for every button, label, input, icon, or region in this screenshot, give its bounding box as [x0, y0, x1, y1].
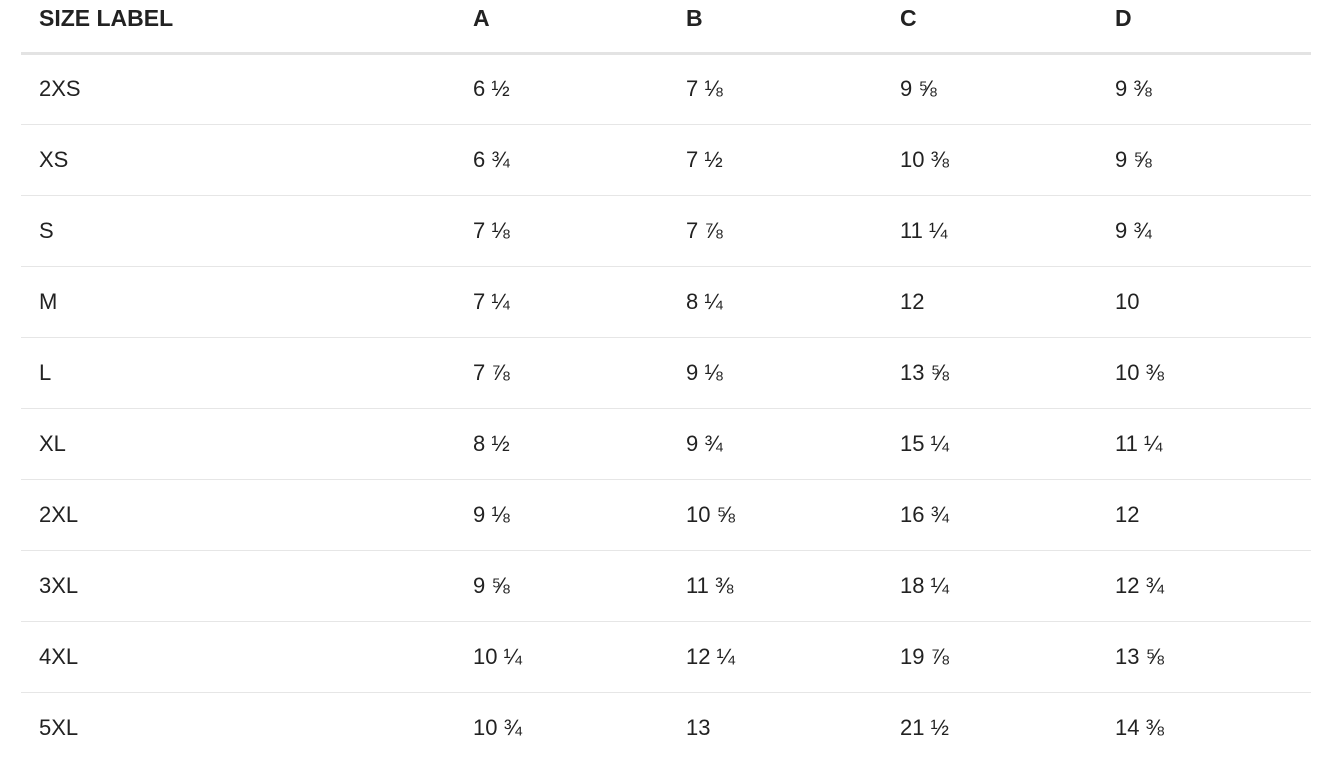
- cell-a: 6 ½: [455, 53, 668, 125]
- cell-d: 10 ⅜: [1097, 337, 1311, 409]
- cell-size: XS: [21, 124, 455, 196]
- cell-b: 7 ½: [668, 124, 882, 196]
- cell-b: 7 ⅛: [668, 53, 882, 125]
- table-row: XS 6 ¾ 7 ½ 10 ⅜ 9 ⅝: [21, 124, 1311, 196]
- cell-a: 8 ½: [455, 408, 668, 480]
- cell-size: 4XL: [21, 621, 455, 693]
- table-row: XL 8 ½ 9 ¾ 15 ¼ 11 ¼: [21, 408, 1311, 480]
- cell-a: 6 ¾: [455, 124, 668, 196]
- table-row: S 7 ⅛ 7 ⅞ 11 ¼ 9 ¾: [21, 195, 1311, 267]
- table-row: M 7 ¼ 8 ¼ 12 10: [21, 266, 1311, 338]
- size-chart-table: SIZE LABEL A B C D 2XS 6 ½ 7 ⅛ 9 ⅝ 9 ⅜ X…: [21, 0, 1311, 763]
- table-row: L 7 ⅞ 9 ⅛ 13 ⅝ 10 ⅜: [21, 337, 1311, 409]
- cell-d: 9 ⅜: [1097, 53, 1311, 125]
- cell-a: 10 ¾: [473, 714, 522, 740]
- table-row: 3XL 9 ⅝ 11 ⅜ 18 ¼ 12 ¾: [21, 550, 1311, 622]
- cell-size: 2XS: [21, 53, 455, 125]
- table-row: 2XL 9 ⅛ 10 ⅝ 16 ¾ 12: [21, 479, 1311, 551]
- table-row: 5XL 10 ¾ 13 21 ½ 14 ⅜: [21, 692, 1311, 763]
- cell-a: 7 ⅞: [455, 337, 668, 409]
- table-body: 2XS 6 ½ 7 ⅛ 9 ⅝ 9 ⅜ XS 6 ¾ 7 ½ 10 ⅜ 9 ⅝ …: [21, 53, 1311, 763]
- cell-c: 16 ¾: [882, 479, 1097, 551]
- header-b: B: [668, 0, 882, 55]
- cell-d: 12: [1097, 479, 1311, 551]
- cell-c: 9 ⅝: [882, 53, 1097, 125]
- header-c: C: [882, 0, 1097, 55]
- cell-size: XL: [21, 408, 455, 480]
- cell-c: 11 ¼: [882, 195, 1097, 267]
- cell-b: 13: [686, 714, 711, 740]
- header-d: D: [1097, 0, 1311, 55]
- table-header: SIZE LABEL A B C D: [21, 0, 1311, 55]
- cell-a: 9 ⅛: [455, 479, 668, 551]
- cell-d: 9 ¾: [1097, 195, 1311, 267]
- cell-c: 13 ⅝: [882, 337, 1097, 409]
- cell-b: 9 ¾: [668, 408, 882, 480]
- cell-b: 7 ⅞: [668, 195, 882, 267]
- cell-c: 15 ¼: [882, 408, 1097, 480]
- cell-b: 12 ¼: [668, 621, 882, 693]
- table-row: 4XL 10 ¼ 12 ¼ 19 ⅞ 13 ⅝: [21, 621, 1311, 693]
- cell-size: S: [21, 195, 455, 267]
- cell-c: 21 ½: [900, 714, 949, 740]
- cell-b: 10 ⅝: [668, 479, 882, 551]
- cell-c: 10 ⅜: [882, 124, 1097, 196]
- cell-a: 9 ⅝: [455, 550, 668, 622]
- header-size-label: SIZE LABEL: [21, 0, 455, 55]
- table-row: 2XS 6 ½ 7 ⅛ 9 ⅝ 9 ⅜: [21, 53, 1311, 125]
- cell-size: M: [21, 266, 455, 338]
- cell-d: 9 ⅝: [1097, 124, 1311, 196]
- cell-size: 5XL: [39, 714, 79, 740]
- cell-size: 2XL: [21, 479, 455, 551]
- cell-b: 8 ¼: [668, 266, 882, 338]
- cell-d: 14 ⅜: [1115, 714, 1164, 740]
- header-row: SIZE LABEL A B C D: [21, 0, 1311, 55]
- cell-d: 11 ¼: [1097, 408, 1311, 480]
- cell-a: 10 ¼: [455, 621, 668, 693]
- size-chart: SIZE LABEL A B C D 2XS 6 ½ 7 ⅛ 9 ⅝ 9 ⅜ X…: [21, 0, 1311, 763]
- cell-c: 19 ⅞: [882, 621, 1097, 693]
- header-a: A: [455, 0, 668, 55]
- cell-size: 3XL: [21, 550, 455, 622]
- cell-d: 13 ⅝: [1097, 621, 1311, 693]
- cell-b: 9 ⅛: [668, 337, 882, 409]
- cell-d: 12 ¾: [1097, 550, 1311, 622]
- cell-size: L: [21, 337, 455, 409]
- cell-b: 11 ⅜: [668, 550, 882, 622]
- cell-a: 7 ¼: [455, 266, 668, 338]
- cell-d: 10: [1097, 266, 1311, 338]
- cell-c: 18 ¼: [882, 550, 1097, 622]
- cell-a: 7 ⅛: [455, 195, 668, 267]
- cell-c: 12: [882, 266, 1097, 338]
